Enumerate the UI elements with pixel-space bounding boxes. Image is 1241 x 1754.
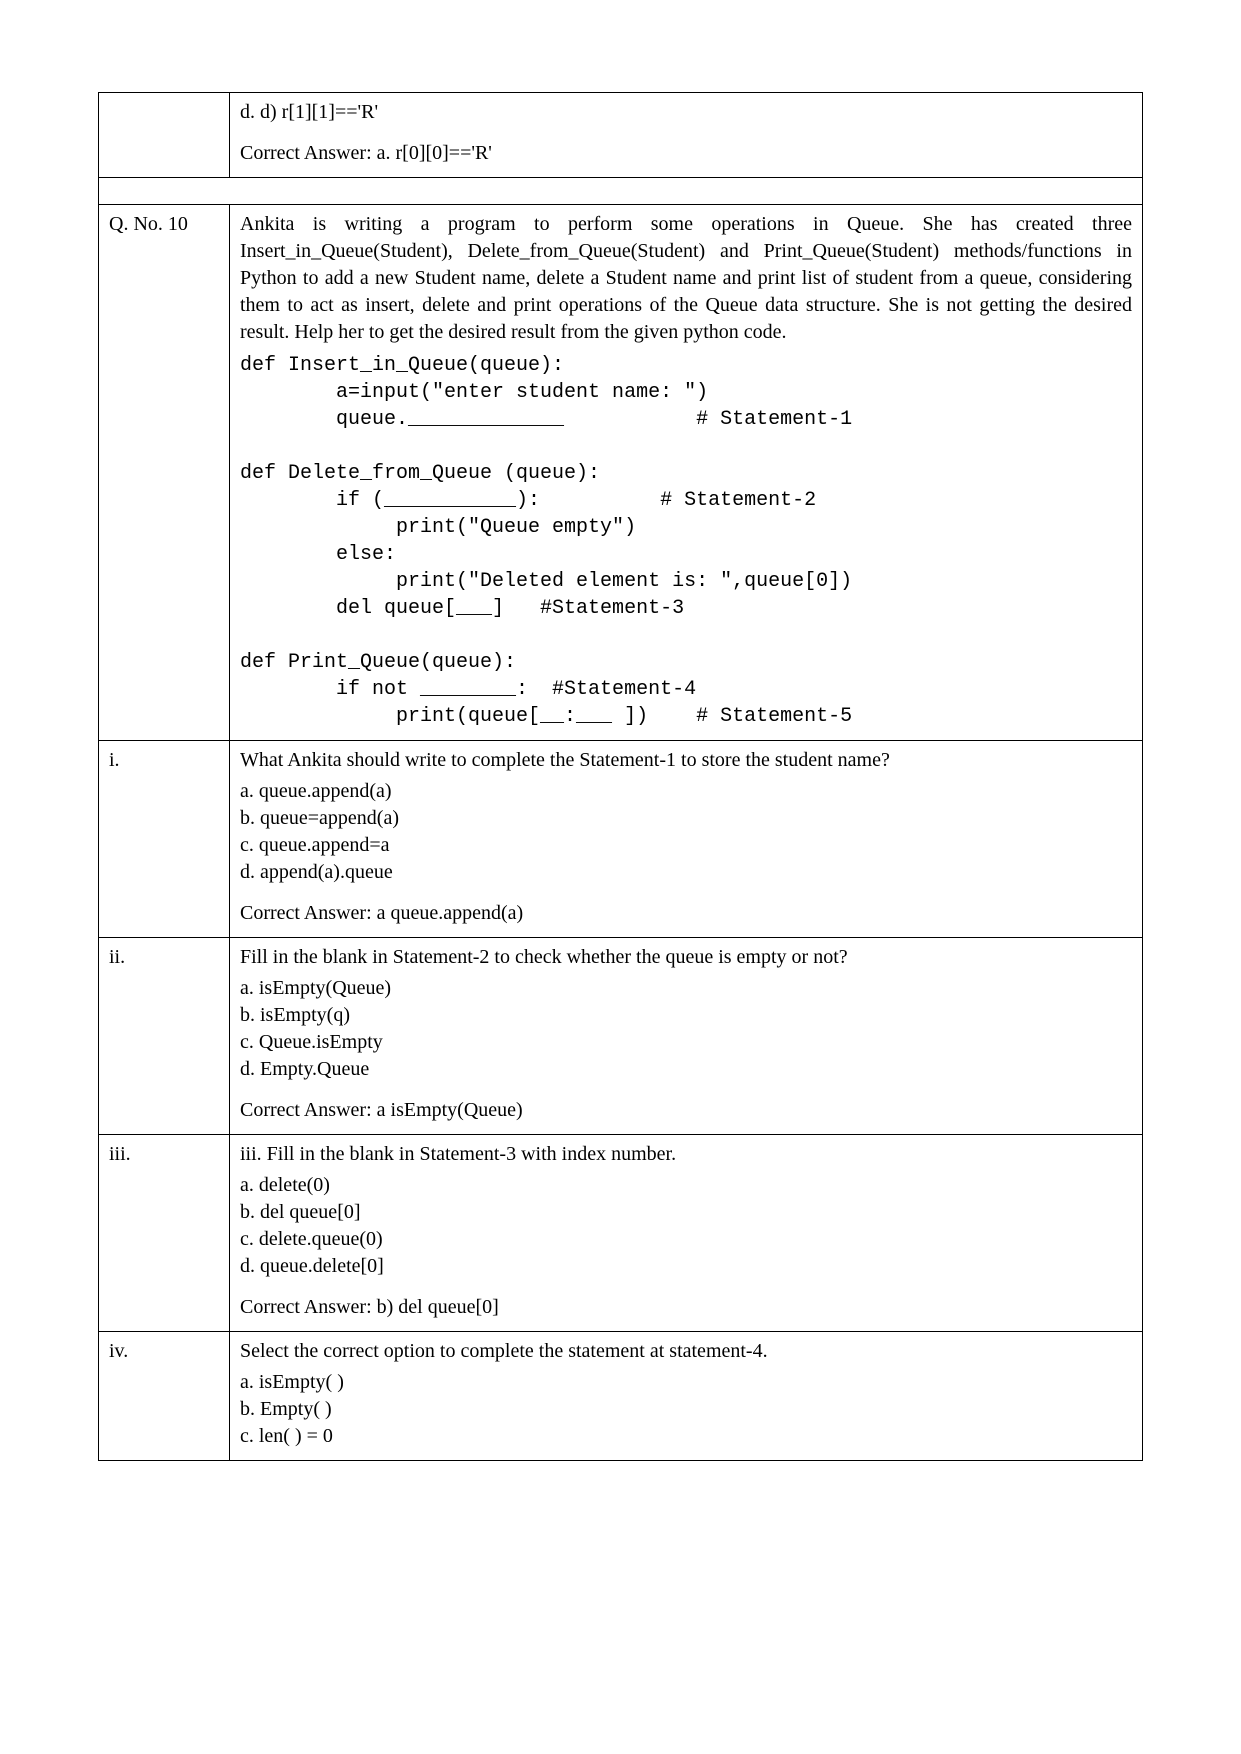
part-ii-row: ii. Fill in the blank in Statement-2 to … <box>99 938 1143 1135</box>
part-iii-label: iii. <box>109 1143 131 1165</box>
option-c: c. queue.append=a <box>240 832 1132 859</box>
option-b: b. queue=append(a) <box>240 805 1132 832</box>
option-c: c. delete.queue(0) <box>240 1226 1132 1253</box>
top-fragment-content-cell: d. d) r[1][1]=='R' Correct Answer: a. r[… <box>230 93 1143 178</box>
page-container: d. d) r[1][1]=='R' Correct Answer: a. r[… <box>0 0 1241 1461</box>
option-d: d. d) r[1][1]=='R' <box>240 99 1132 126</box>
option-d: d. Empty.Queue <box>240 1056 1132 1083</box>
part-ii-content-cell: Fill in the blank in Statement-2 to chec… <box>230 938 1143 1135</box>
option-c: c. Queue.isEmpty <box>240 1029 1132 1056</box>
exam-table: d. d) r[1][1]=='R' Correct Answer: a. r[… <box>98 92 1143 1461</box>
part-i-question: What Ankita should write to complete the… <box>240 747 1132 774</box>
part-ii-options: a. isEmpty(Queue) b. isEmpty(q) c. Queue… <box>240 975 1132 1083</box>
option-a: a. queue.append(a) <box>240 778 1132 805</box>
q10-label: Q. No. 10 <box>109 213 188 235</box>
correct-answer: Correct Answer: a. r[0][0]=='R' <box>240 140 1132 167</box>
part-iii-row: iii. iii. Fill in the blank in Statement… <box>99 1135 1143 1332</box>
part-i-content-cell: What Ankita should write to complete the… <box>230 741 1143 938</box>
part-iv-label-cell: iv. <box>99 1332 230 1461</box>
option-b: b. Empty( ) <box>240 1396 1132 1423</box>
q10-intro: Ankita is writing a program to perform s… <box>240 211 1132 346</box>
top-fragment-label-cell <box>99 93 230 178</box>
option-a: a. delete(0) <box>240 1172 1132 1199</box>
part-iv-content-cell: Select the correct option to complete th… <box>230 1332 1143 1461</box>
option-d: d. queue.delete[0] <box>240 1253 1132 1280</box>
part-i-label: i. <box>109 749 120 771</box>
spacer-cell <box>99 178 1143 205</box>
part-iii-label-cell: iii. <box>99 1135 230 1332</box>
part-ii-label-cell: ii. <box>99 938 230 1135</box>
option-d: d. append(a).queue <box>240 859 1132 886</box>
part-iv-row: iv. Select the correct option to complet… <box>99 1332 1143 1461</box>
part-i-label-cell: i. <box>99 741 230 938</box>
spacer-row <box>99 178 1143 205</box>
q10-content-cell: Ankita is writing a program to perform s… <box>230 205 1143 741</box>
part-iv-label: iv. <box>109 1340 128 1362</box>
option-a: a. isEmpty(Queue) <box>240 975 1132 1002</box>
q10-row: Q. No. 10 Ankita is writing a program to… <box>99 205 1143 741</box>
part-iii-options: a. delete(0) b. del queue[0] c. delete.q… <box>240 1172 1132 1280</box>
top-fragment-row: d. d) r[1][1]=='R' Correct Answer: a. r[… <box>99 93 1143 178</box>
q10-label-cell: Q. No. 10 <box>99 205 230 741</box>
option-b: b. isEmpty(q) <box>240 1002 1132 1029</box>
part-i-options: a. queue.append(a) b. queue=append(a) c.… <box>240 778 1132 886</box>
part-iv-question: Select the correct option to complete th… <box>240 1338 1132 1365</box>
part-i-row: i. What Ankita should write to complete … <box>99 741 1143 938</box>
option-b: b. del queue[0] <box>240 1199 1132 1226</box>
q10-code: def Insert_in_Queue(queue): a=input("ent… <box>240 352 1132 730</box>
part-iv-options: a. isEmpty( ) b. Empty( ) c. len( ) = 0 <box>240 1369 1132 1450</box>
part-iii-content-cell: iii. Fill in the blank in Statement-3 wi… <box>230 1135 1143 1332</box>
part-iii-question: iii. Fill in the blank in Statement-3 wi… <box>240 1141 1132 1168</box>
option-a: a. isEmpty( ) <box>240 1369 1132 1396</box>
correct-answer: Correct Answer: b) del queue[0] <box>240 1294 1132 1321</box>
correct-answer: Correct Answer: a queue.append(a) <box>240 900 1132 927</box>
correct-answer: Correct Answer: a isEmpty(Queue) <box>240 1097 1132 1124</box>
option-c: c. len( ) = 0 <box>240 1423 1132 1450</box>
part-ii-label: ii. <box>109 946 125 968</box>
part-ii-question: Fill in the blank in Statement-2 to chec… <box>240 944 1132 971</box>
